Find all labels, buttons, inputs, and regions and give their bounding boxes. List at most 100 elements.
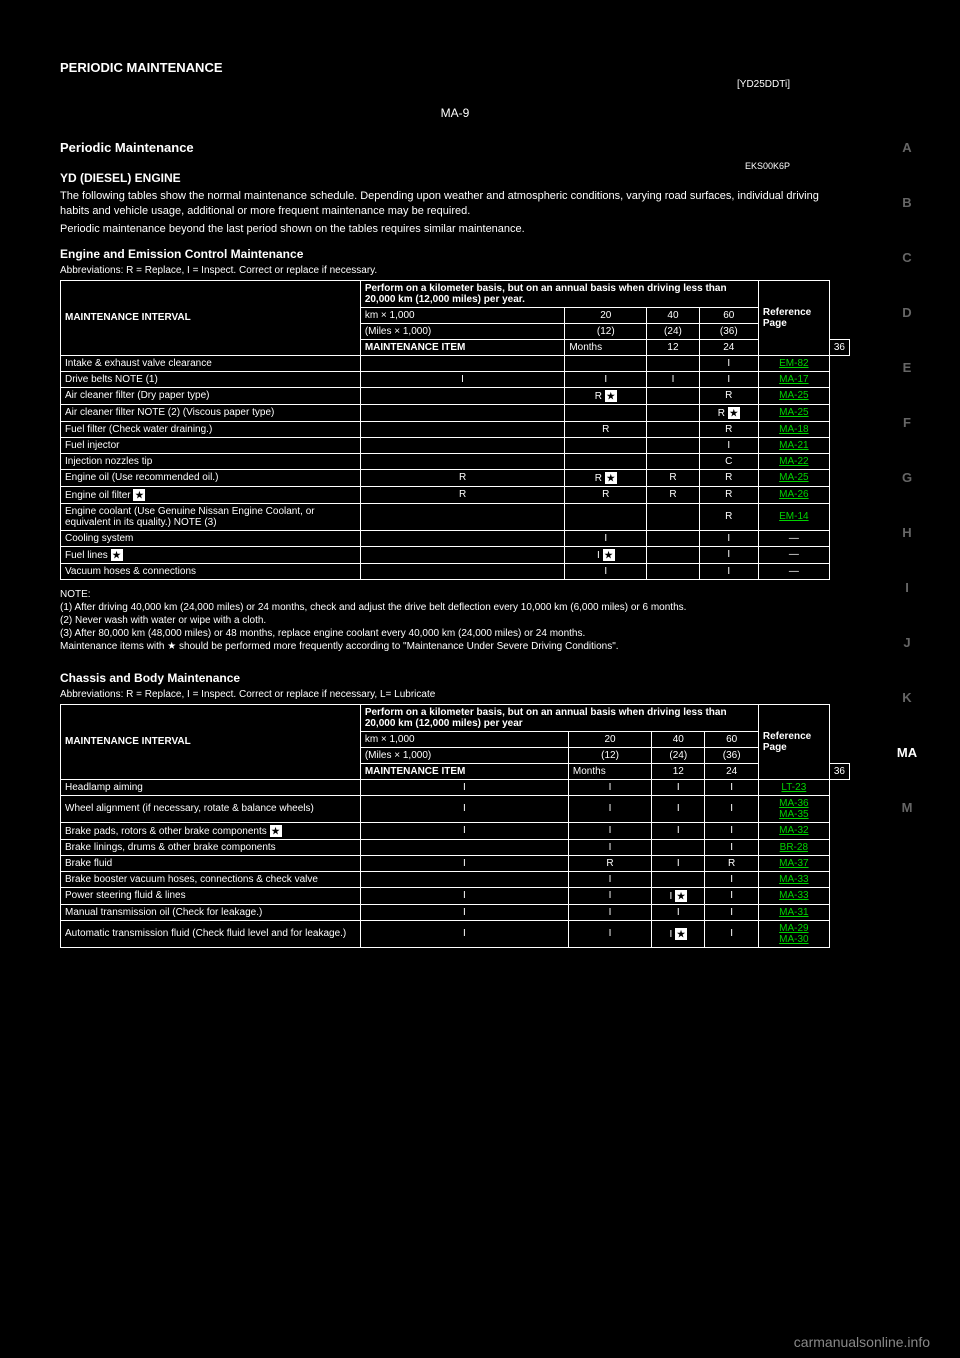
ref-cell: MA-33 — [758, 871, 829, 887]
ref-link[interactable]: MA-31 — [779, 907, 808, 918]
ref-cell: — — [758, 530, 829, 546]
ref-cell: MA-32 — [758, 822, 829, 839]
table-row: Brake linings, drums & other brake compo… — [61, 839, 850, 855]
ref-link[interactable]: MA-30 — [779, 934, 808, 945]
item-cell: Air cleaner filter NOTE (2) (Viscous pap… — [61, 404, 361, 421]
ref-link[interactable]: LT-23 — [781, 782, 806, 793]
period-cell: R — [647, 486, 700, 503]
tab-d[interactable]: D — [894, 305, 920, 320]
tab-i[interactable]: I — [894, 580, 920, 595]
period-cell: R — [647, 469, 700, 486]
table-row: Fuel filter (Check water draining.)RRMA-… — [61, 421, 850, 437]
period-cell: R — [705, 855, 758, 871]
period-cell: C — [699, 453, 758, 469]
period-cell: R — [568, 855, 651, 871]
ref-cell: MA-17 — [758, 371, 829, 387]
period-cell: R — [565, 421, 647, 437]
table-row: Brake fluidIRIRMA-37 — [61, 855, 850, 871]
tab-k[interactable]: K — [894, 690, 920, 705]
period-cell: I — [568, 822, 651, 839]
mo-1: 24 — [699, 339, 758, 355]
table-row: Air cleaner filter NOTE (2) (Viscous pap… — [61, 404, 850, 421]
ref-link[interactable]: MA-22 — [779, 456, 808, 467]
period-cell: I — [568, 839, 651, 855]
tab-c[interactable]: C — [894, 250, 920, 265]
header-sub: [YD25DDTi] — [60, 79, 790, 90]
header-title: PERIODIC MAINTENANCE — [60, 60, 850, 75]
tab-g[interactable]: G — [894, 470, 920, 485]
km-2: 60 — [699, 307, 758, 323]
chassis-abbrev: Abbreviations: R = Replace, I = Inspect.… — [60, 689, 850, 700]
tab-a[interactable]: A — [894, 140, 920, 155]
ref-cell: MA-26 — [758, 486, 829, 503]
ref-cell: MA-21 — [758, 437, 829, 453]
item-cell: Wheel alignment (if necessary, rotate & … — [61, 795, 361, 822]
ref-link[interactable]: MA-35 — [779, 809, 808, 820]
th-km-label-c: km × 1,000 — [360, 731, 568, 747]
period-cell: I — [699, 530, 758, 546]
period-cell: I — [699, 563, 758, 579]
ref-link[interactable]: MA-21 — [779, 440, 808, 451]
ref-link[interactable]: MA-29 — [779, 923, 808, 934]
tab-ma[interactable]: MA — [894, 745, 920, 760]
watermark: carmanualsonline.info — [794, 1334, 930, 1350]
ref-link[interactable]: MA-26 — [779, 489, 808, 500]
km-0: 20 — [565, 307, 647, 323]
period-cell — [360, 437, 565, 453]
tab-e[interactable]: E — [894, 360, 920, 375]
tab-m[interactable]: M — [894, 800, 920, 815]
period-cell — [565, 503, 647, 530]
period-cell: I — [360, 822, 568, 839]
mo-2: 36 — [829, 339, 849, 355]
ref-link[interactable]: MA-17 — [779, 374, 808, 385]
th-months-label: Months — [565, 339, 647, 355]
period-cell: I — [360, 795, 568, 822]
period-cell: R — [360, 469, 565, 486]
tab-b[interactable]: B — [894, 195, 920, 210]
item-cell: Headlamp aiming — [61, 779, 361, 795]
engine-note-2: (2) Never wash with water or wipe with a… — [60, 614, 850, 627]
ref-link[interactable]: MA-33 — [779, 874, 808, 885]
period-cell: I — [699, 371, 758, 387]
period-cell — [360, 387, 565, 404]
table-row: Cooling systemII— — [61, 530, 850, 546]
ref-link[interactable]: MA-25 — [779, 472, 808, 483]
ref-cell: MA-22 — [758, 453, 829, 469]
item-cell: Intake & exhaust valve clearance — [61, 355, 361, 371]
period-cell: I — [652, 855, 705, 871]
th-km-label: km × 1,000 — [360, 307, 565, 323]
item-cell: Air cleaner filter (Dry paper type) — [61, 387, 361, 404]
ref-cell: BR-28 — [758, 839, 829, 855]
tab-h[interactable]: H — [894, 525, 920, 540]
ref-link[interactable]: MA-37 — [779, 858, 808, 869]
chassis-maintenance-table: MAINTENANCE INTERVAL Perform on a kilome… — [60, 704, 850, 948]
table-row: Engine coolant (Use Genuine Nissan Engin… — [61, 503, 850, 530]
tab-j[interactable]: J — [894, 635, 920, 650]
engine-caption: Engine and Emission Control Maintenance — [60, 247, 850, 261]
star-icon: ★ — [605, 390, 617, 402]
ref-cell: MA-29MA-30 — [758, 920, 829, 947]
th-interval: MAINTENANCE INTERVAL — [61, 280, 361, 355]
star-icon: ★ — [111, 549, 123, 561]
table-row: Fuel injectorIMA-21 — [61, 437, 850, 453]
section-title: Periodic Maintenance — [60, 140, 850, 155]
period-cell: I — [568, 904, 651, 920]
ref-link[interactable]: MA-33 — [779, 890, 808, 901]
period-cell — [565, 437, 647, 453]
ref-link[interactable]: EM-82 — [779, 358, 808, 369]
table-row: Manual transmission oil (Check for leaka… — [61, 904, 850, 920]
ref-link[interactable]: EM-14 — [779, 511, 808, 522]
period-cell: I — [568, 779, 651, 795]
ref-link[interactable]: MA-36 — [779, 798, 808, 809]
period-cell: I — [565, 563, 647, 579]
ref-link[interactable]: MA-32 — [779, 825, 808, 836]
ref-link[interactable]: BR-28 — [780, 842, 808, 853]
tab-f[interactable]: F — [894, 415, 920, 430]
ref-link[interactable]: MA-25 — [779, 390, 808, 401]
period-cell — [647, 453, 700, 469]
ref-cell: MA-25 — [758, 387, 829, 404]
ckm-0: 20 — [568, 731, 651, 747]
page-number: MA-9 — [60, 106, 850, 120]
ref-link[interactable]: MA-18 — [779, 424, 808, 435]
ref-link[interactable]: MA-25 — [779, 407, 808, 418]
